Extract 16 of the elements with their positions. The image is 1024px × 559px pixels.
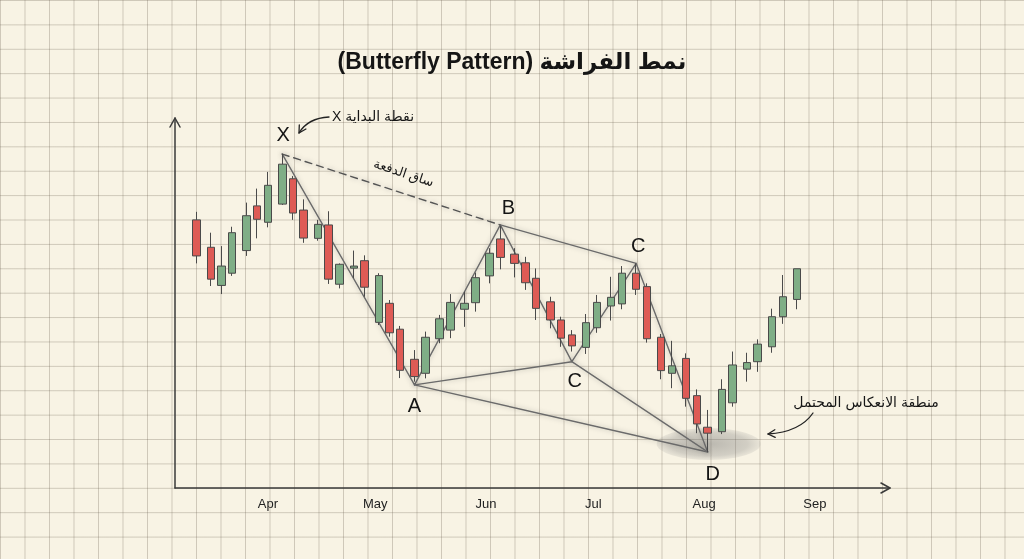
annotation: ساق الدفعة: [371, 155, 436, 191]
annotation: A: [407, 393, 422, 416]
annotation: C: [567, 368, 583, 391]
x-tick-label: Jul: [584, 496, 602, 511]
annotation: C: [630, 234, 646, 257]
annotation: منطقة الانعكاس المحتمل: [793, 394, 939, 411]
x-tick-label: Jun: [475, 496, 497, 511]
annotation: B: [501, 195, 515, 218]
chart-title: نمط الفراشة (Butterfly Pattern): [337, 48, 687, 75]
annotation: D: [705, 461, 720, 484]
annotation: X: [276, 123, 290, 146]
x-tick-label: Apr: [257, 496, 279, 511]
x-tick-label: Sep: [803, 496, 827, 511]
x-tick-label: Aug: [692, 496, 716, 511]
text: نقطة البداية X: [331, 108, 415, 124]
x-tick-label: May: [362, 496, 388, 511]
